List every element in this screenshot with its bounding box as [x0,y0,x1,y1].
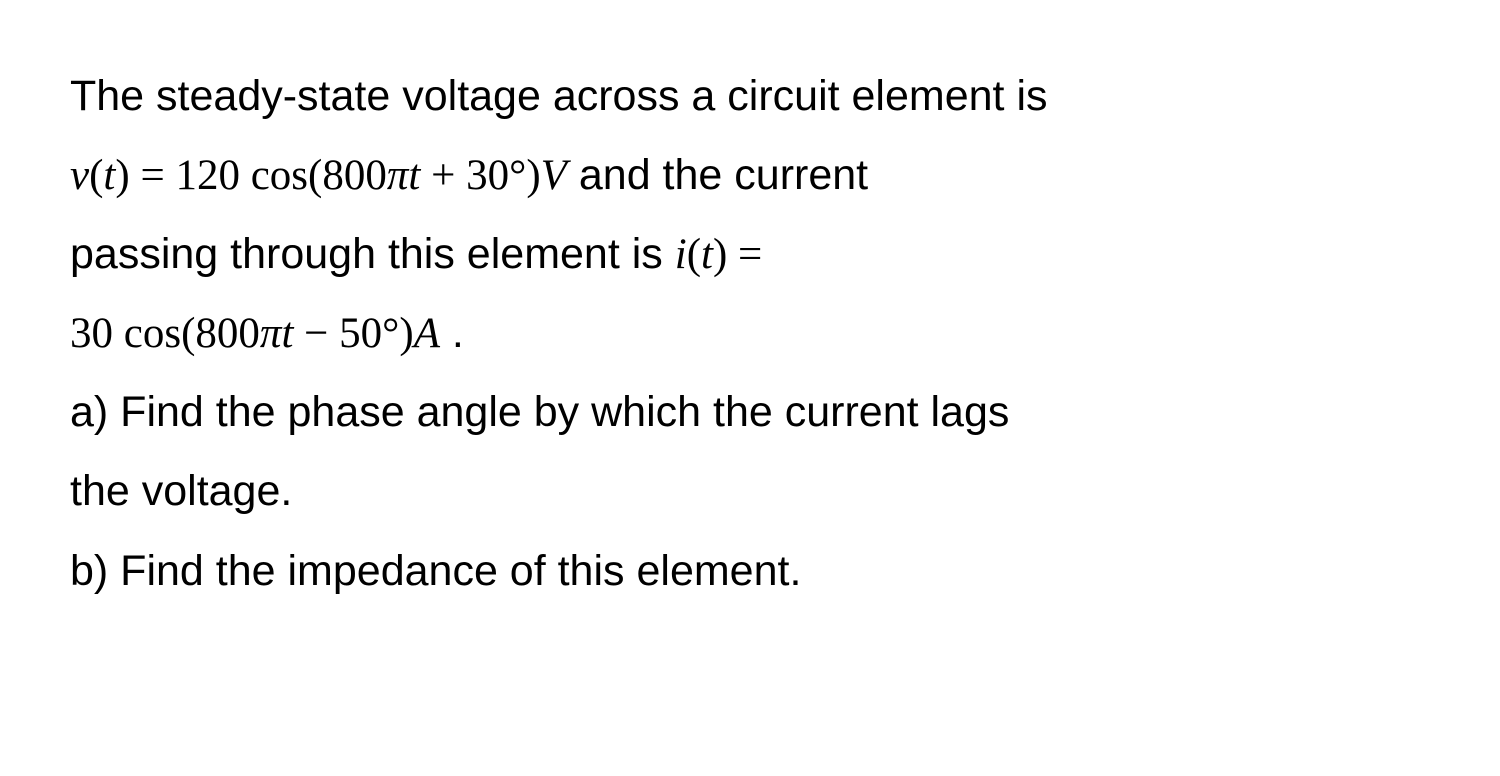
problem-statement: The steady-state voltage across a circui… [70,60,1430,608]
close-paren-1: ) [115,152,129,199]
part-a-text: a) Find the phase angle by which the cur… [70,388,1009,436]
voltage-inner: 800πt + 30° [322,152,526,199]
current-intro-line: passing through this element is i(t) = [70,218,1430,291]
current-val: 30 cos [70,310,181,357]
part-b-text: b) Find the impedance of this element. [70,547,801,595]
open-paren-4: ( [181,310,195,357]
current-period: . [440,309,464,357]
open-paren-3: ( [687,231,701,278]
part-a-line-2: the voltage. [70,455,1430,528]
intro-text-1: The steady-state voltage across a circui… [70,72,1048,120]
voltage-unit: V [541,152,567,199]
current-unit: A [414,310,440,357]
current-var: i [675,231,687,278]
intro-text-3: passing through this element is [70,230,675,278]
open-paren-2: ( [308,152,322,199]
close-paren-3: ) [713,231,727,278]
intro-line-1: The steady-state voltage across a circui… [70,60,1430,133]
part-a-line-1: a) Find the phase angle by which the cur… [70,376,1430,449]
part-b-line: b) Find the impedance of this element. [70,535,1430,608]
voltage-arg: t [103,152,115,199]
voltage-eq-part: = 120 cos [130,152,308,199]
current-arg: t [701,231,713,278]
current-inner: 800πt − 50° [195,310,399,357]
current-equation-line: 30 cos(800πt − 50°)A . [70,297,1430,370]
close-paren-4: ) [399,310,413,357]
open-paren-1: ( [89,152,103,199]
voltage-var: v [70,152,89,199]
close-paren-2: ) [526,152,540,199]
intro-text-2-suffix: and the current [567,151,868,199]
current-eq-part: = [727,231,762,278]
part-a-text-2: the voltage. [70,467,292,515]
voltage-equation-line: v(t) = 120 cos(800πt + 30°)V and the cur… [70,139,1430,212]
